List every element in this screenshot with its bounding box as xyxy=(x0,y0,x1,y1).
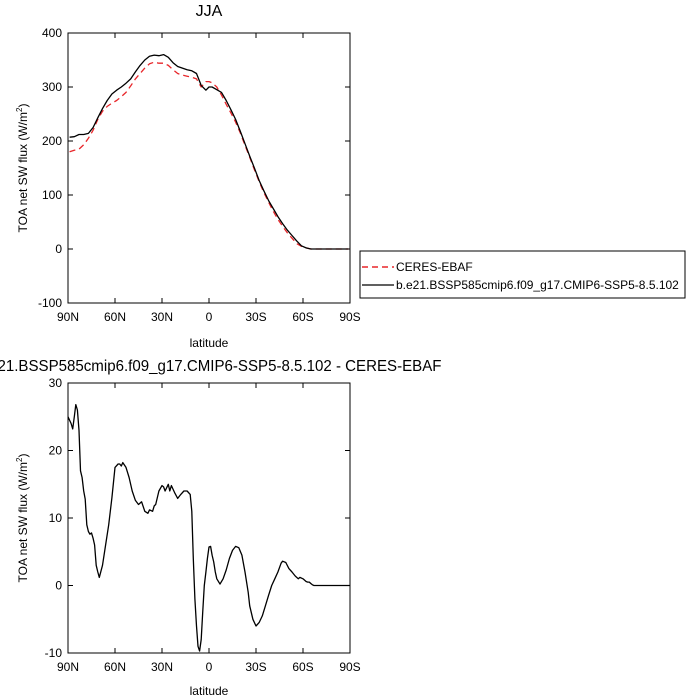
bottom-y-axis: -10 0 10 20 30 xyxy=(45,376,350,660)
bottom-plot-frame xyxy=(67,382,351,654)
bottom-y-axis-label: TOA net SW flux (W/m2) xyxy=(15,454,30,583)
top-y-tick-label: 100 xyxy=(42,188,62,202)
bottom-series-line-0 xyxy=(67,403,350,652)
top-series-group xyxy=(69,53,349,250)
top-y-tick-label: 400 xyxy=(42,26,62,40)
top-plot-frame xyxy=(67,32,351,304)
top-y-tick-label: 0 xyxy=(55,242,62,256)
bottom-x-axis-label: latitude xyxy=(190,684,229,698)
top-series-line-0 xyxy=(69,61,349,250)
bottom-x-tick-label: 30N xyxy=(151,660,173,674)
top-x-tick-label: 30S xyxy=(245,310,266,324)
bottom-y-tick-label: -10 xyxy=(45,646,63,660)
top-x-axis: 90N 60N 30N 0 30S 60S 90S xyxy=(57,33,361,324)
top-y-tick-label: 200 xyxy=(42,134,62,148)
bottom-series-group xyxy=(67,403,350,652)
top-x-axis-label: latitude xyxy=(190,336,229,350)
legend-box xyxy=(359,250,686,299)
bottom-x-tick-label: 30S xyxy=(245,660,266,674)
top-x-tick-label: 60S xyxy=(292,310,313,324)
top-y-axis-label: TOA net SW flux (W/m2) xyxy=(15,104,30,233)
bottom-x-tick-label: 60S xyxy=(292,660,313,674)
top-y-tick-label: -100 xyxy=(38,296,62,310)
top-chart-title: JJA xyxy=(196,3,223,20)
bottom-y-tick-label: 20 xyxy=(49,444,63,458)
bottom-x-axis: 90N 60N 30N 0 30S 60S 90S xyxy=(57,383,361,674)
bottom-panel: b.e21.BSSP585cmip6.f09_g17.CMIP6-SSP5-8.… xyxy=(0,358,442,698)
bottom-y-tick-label: 10 xyxy=(49,511,63,525)
legend-label-model: b.e21.BSSP585cmip6.f09_g17.CMIP6-SSP5-8.… xyxy=(396,278,679,292)
legend-label-ceres: CERES-EBAF xyxy=(396,260,473,274)
top-x-tick-label: 90N xyxy=(57,310,79,324)
top-x-tick-label: 90S xyxy=(339,310,360,324)
bottom-x-tick-label: 60N xyxy=(104,660,126,674)
bottom-x-tick-label: 90S xyxy=(339,660,360,674)
top-y-tick-label: 300 xyxy=(42,80,62,94)
bottom-y-tick-label: 30 xyxy=(49,376,63,390)
top-x-tick-label: 0 xyxy=(206,310,213,324)
top-x-tick-label: 60N xyxy=(104,310,126,324)
top-y-axis: -100 0 100 200 300 400 xyxy=(38,26,350,310)
bottom-chart-title: b.e21.BSSP585cmip6.f09_g17.CMIP6-SSP5-8.… xyxy=(0,358,442,375)
legend: CERES-EBAF b.e21.BSSP585cmip6.f09_g17.CM… xyxy=(359,250,686,299)
bottom-x-tick-label: 0 xyxy=(206,660,213,674)
bottom-y-tick-label: 0 xyxy=(55,579,62,593)
bottom-x-tick-label: 90N xyxy=(57,660,79,674)
top-x-tick-label: 30N xyxy=(151,310,173,324)
top-series-line-1 xyxy=(69,53,349,250)
